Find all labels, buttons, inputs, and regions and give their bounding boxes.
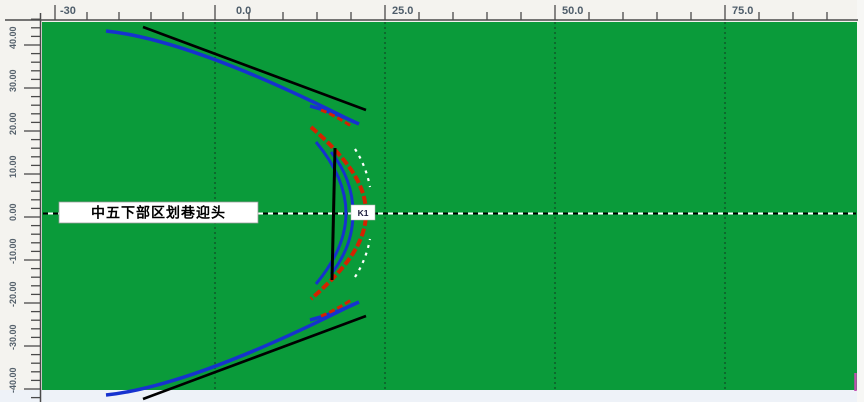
top-axis-label: -30 — [60, 5, 76, 17]
left-axis-label: -30.00 — [8, 324, 18, 350]
left-axis-label: 30.00 — [8, 69, 18, 92]
right-margin — [857, 0, 864, 402]
left-ruler — [0, 0, 42, 402]
face-line — [330, 147, 337, 281]
left-axis-label: 40.00 — [8, 26, 18, 49]
marker-bg — [350, 204, 376, 221]
top-axis-labels: -30 0.0 25.0 50.0 75.0 — [60, 5, 753, 17]
lower-boundary-black-line — [142, 314, 367, 401]
tunnel-label-text: 中五下部区划巷迎头 — [91, 205, 226, 221]
outer-red-segment-lower — [320, 298, 352, 318]
left-axis-label: -10.00 — [8, 238, 18, 264]
tunnel-label-bg — [58, 201, 259, 224]
bottom-margin — [0, 390, 864, 402]
outer-red-segment-upper — [320, 108, 352, 128]
marker-label-text: K1 — [358, 208, 369, 218]
left-axis-label: 20.00 — [8, 112, 18, 135]
top-axis-label: 75.0 — [732, 5, 753, 17]
marker-box: K1 — [350, 204, 376, 221]
left-axis-labels: 40.00 30.00 20.00 10.00 0.00 -10.00 -20.… — [8, 26, 18, 393]
top-axis-label: 50.0 — [562, 5, 583, 17]
top-ruler — [0, 0, 864, 22]
gridlines — [214, 22, 726, 390]
lower-boundary-blue-curve — [105, 302, 355, 397]
outer-blue-segment-lower — [309, 300, 360, 322]
upper-boundary-black-line — [142, 25, 367, 112]
top-axis-ticks — [54, 5, 828, 20]
tunnel-label-box: 中五下部区划巷迎头 — [58, 201, 259, 224]
left-axis-label: -40.00 — [8, 367, 18, 393]
detection-curves — [105, 25, 857, 401]
left-axis-label: 0.00 — [8, 203, 18, 221]
left-axis-label: -20.00 — [8, 281, 18, 307]
left-axis-label: 10.00 — [8, 155, 18, 178]
outer-blue-segment-upper — [309, 104, 360, 126]
top-axis-label: 0.0 — [236, 5, 251, 17]
upper-boundary-blue-curve — [105, 29, 355, 124]
top-axis-label: 25.0 — [392, 5, 413, 17]
left-axis-ticks — [24, 18, 40, 399]
